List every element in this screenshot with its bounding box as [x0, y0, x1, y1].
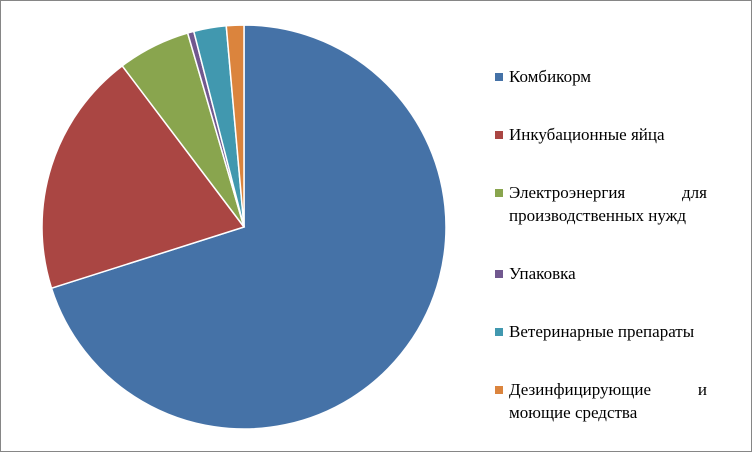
legend-item: Инкубационные яйца — [495, 123, 707, 146]
legend-item: Ветеринарные препараты — [495, 320, 707, 343]
legend-label: Упаковка — [509, 264, 576, 283]
legend-item: Электроэнергия для производственных нужд — [495, 181, 707, 227]
legend-swatch — [495, 131, 503, 139]
legend-label: Электроэнергия для производственных нужд — [509, 183, 707, 225]
legend-label: Инкубационные яйца — [509, 125, 665, 144]
legend-swatch — [495, 328, 503, 336]
legend-label: Дезинфицирующие и моющие средства — [509, 380, 707, 422]
pie-slice — [50, 24, 447, 430]
legend-swatch — [495, 73, 503, 81]
legend-label: Комбикорм — [509, 67, 592, 86]
legend-label: Ветеринарные препараты — [509, 322, 695, 341]
legend-swatch — [495, 189, 503, 197]
pie-slice — [225, 24, 245, 228]
legend-item: Упаковка — [495, 262, 707, 285]
legend-swatch — [495, 386, 503, 394]
legend: Комбикорм Инкубационные яйца Электроэнерги… — [495, 65, 707, 451]
pie-slice — [41, 64, 246, 290]
legend-item: Дезинфицирующие и моющие средства — [495, 378, 707, 424]
legend-swatch — [495, 270, 503, 278]
legend-item: Комбикорм — [495, 65, 707, 88]
